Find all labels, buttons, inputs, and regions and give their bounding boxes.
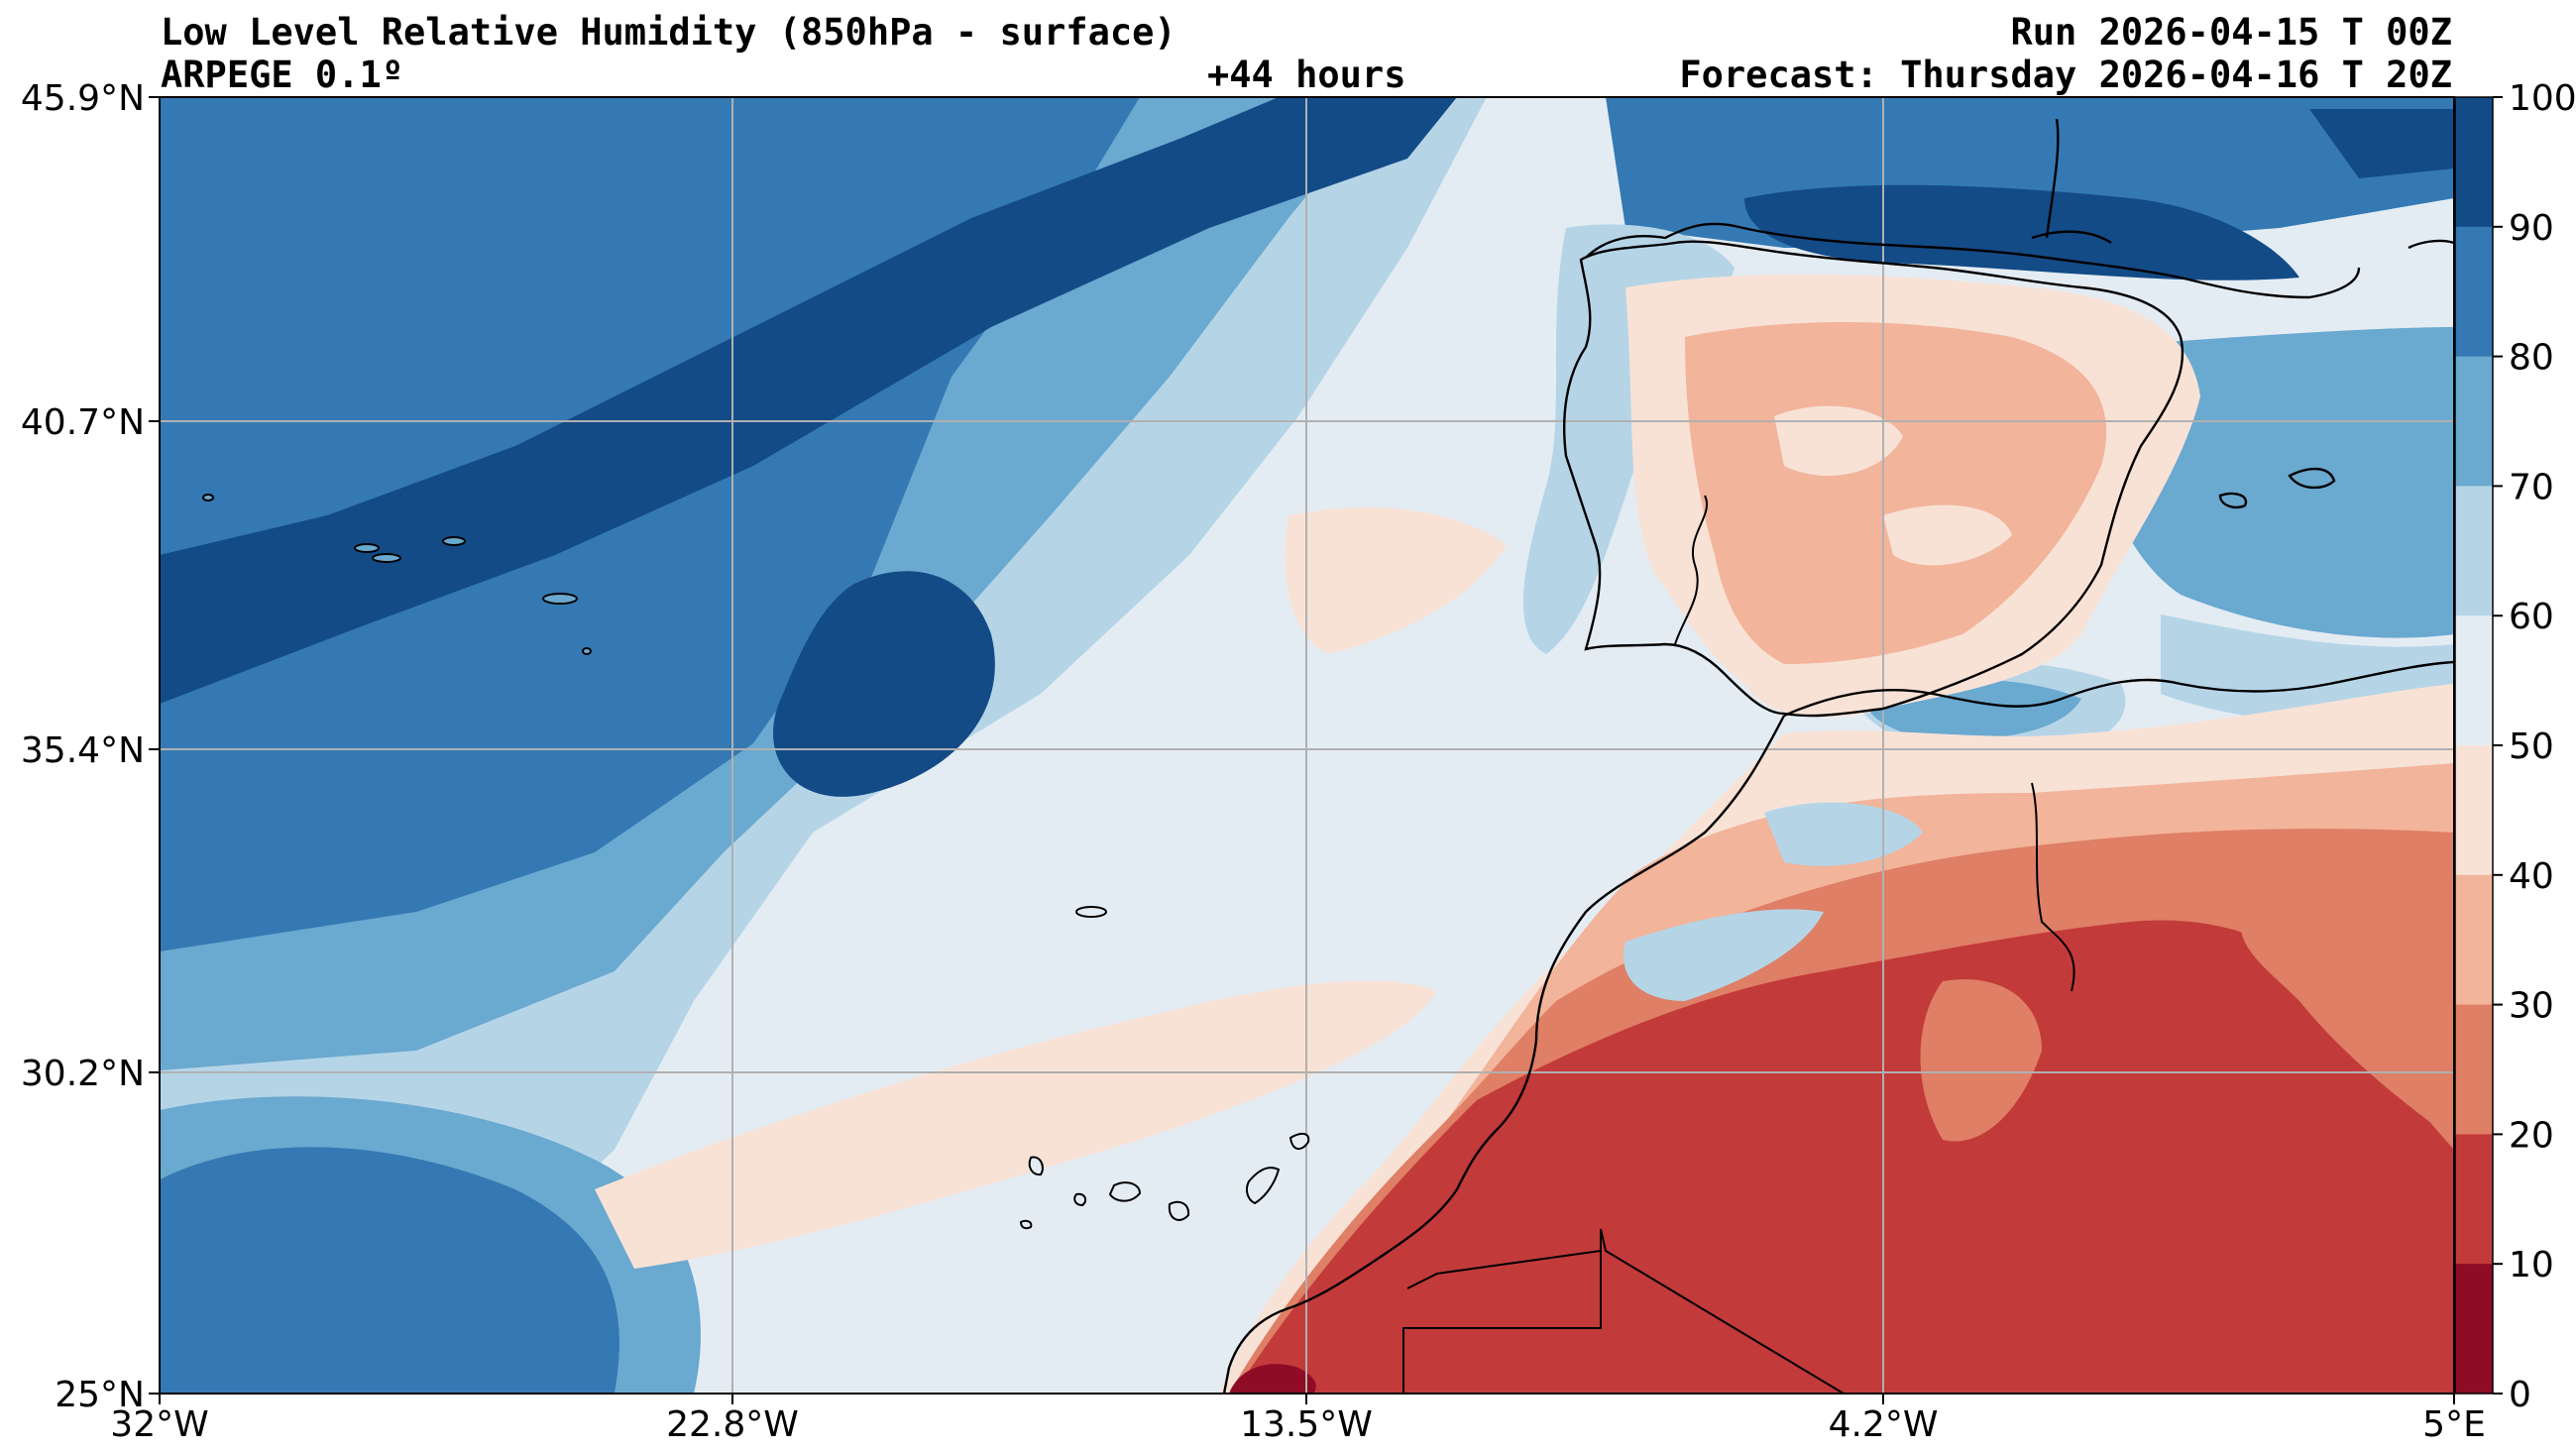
colorbar-label: 50 <box>2509 726 2554 767</box>
lon-label-1: 22.8°W <box>666 1404 799 1445</box>
colorbar-label: 20 <box>2509 1115 2554 1156</box>
lat-label-1: 40.7°N <box>21 402 145 443</box>
colorbar-segment-70-80 <box>2455 356 2493 487</box>
lead-time-label: +44 hours <box>1207 54 1406 96</box>
rh-band-0-10 <box>1229 1364 1316 1394</box>
colorbar-segment-30-40 <box>2455 874 2493 1006</box>
lon-label-0: 32°W <box>110 1404 208 1445</box>
colorbar-label: 100 <box>2509 78 2576 119</box>
colorbar-segment-0-10 <box>2455 1264 2493 1395</box>
rh-band-10-20 <box>1234 920 2454 1394</box>
colorbar-label: 70 <box>2509 467 2554 507</box>
colorbar-segment-90-100 <box>2455 97 2493 228</box>
colorbar-label: 10 <box>2509 1245 2554 1285</box>
colorbar-label: 30 <box>2509 986 2554 1027</box>
colorbar-segment-50-60 <box>2455 615 2493 746</box>
colorbar-segment-20-30 <box>2455 1004 2493 1135</box>
rh-band-90-100 <box>160 97 1457 704</box>
colorbar-segment-10-20 <box>2455 1134 2493 1265</box>
lat-label-2: 35.4°N <box>21 730 145 771</box>
colorbar <box>2455 97 2493 1395</box>
lat-label-3: 30.2°N <box>21 1054 145 1094</box>
colorbar-label: 80 <box>2509 338 2554 379</box>
rh-band-30-40 <box>1685 322 2107 664</box>
borders <box>1402 495 2075 1395</box>
colorbar-segment-60-70 <box>2455 486 2493 616</box>
graticule <box>160 97 2454 1394</box>
lon-label-2: 13.5°W <box>1240 1404 1373 1445</box>
colorbar-segment-80-90 <box>2455 226 2493 358</box>
run-label: Run 2026-04-15 T 00Z <box>2010 11 2452 54</box>
atlantic-africa-coast <box>1222 715 1786 1395</box>
colorbar-segment-40-50 <box>2455 745 2493 876</box>
colorbar-label: 0 <box>2509 1375 2531 1415</box>
model-label: ARPEGE 0.1º <box>161 54 404 96</box>
colorbar-label: 60 <box>2509 597 2554 637</box>
lon-label-3: 4.2°W <box>1829 1404 1939 1445</box>
lat-label-4: 25°N <box>55 1375 145 1415</box>
forecast-label: Forecast: Thursday 2026-04-16 T 20Z <box>1679 54 2452 96</box>
colorbar-label: 40 <box>2509 856 2554 897</box>
lon-label-4: 5°E <box>2422 1404 2486 1445</box>
lat-label-0: 45.9°N <box>21 78 145 119</box>
coastlines <box>1222 118 2455 1395</box>
iberia-coast <box>1563 240 2184 718</box>
north-africa-coast <box>1783 660 2455 718</box>
france-coast <box>1585 222 2361 299</box>
colorbar-label: 90 <box>2509 208 2554 249</box>
chart-title: Low Level Relative Humidity (850hPa - su… <box>161 11 1176 54</box>
